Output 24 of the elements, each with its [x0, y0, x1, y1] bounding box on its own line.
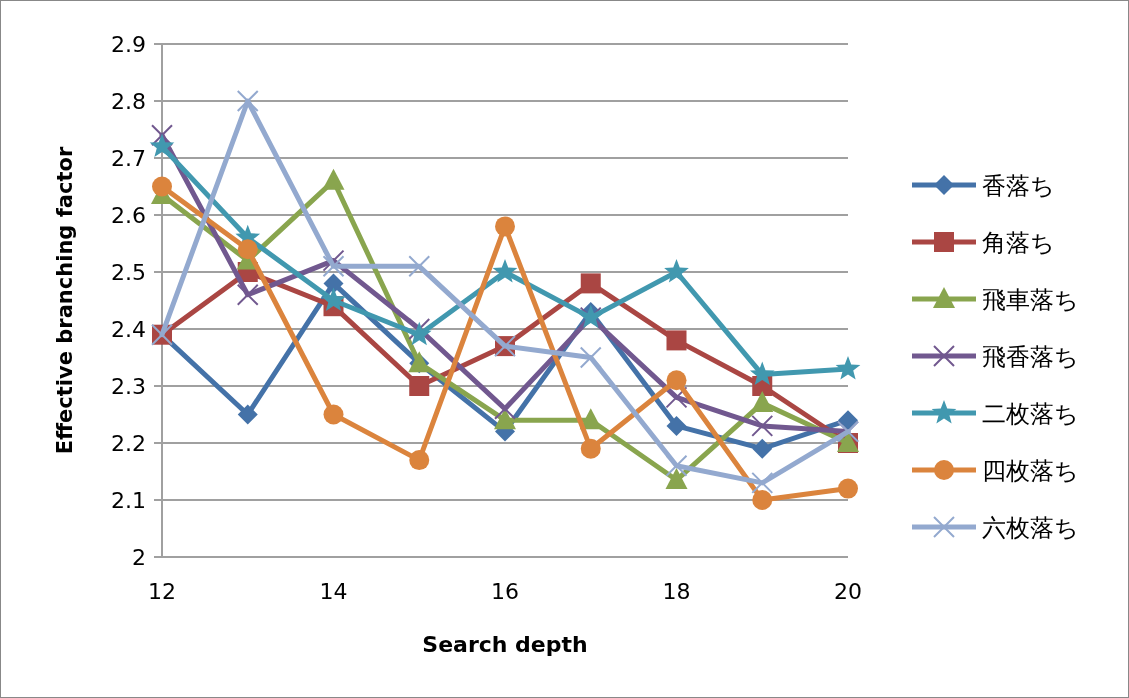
y-tick-label: 2.4	[111, 317, 146, 342]
x-axis-title: Search depth	[422, 632, 588, 657]
legend-label: 飛車落ち	[982, 286, 1079, 314]
legend-label: 香落ち	[982, 172, 1055, 200]
y-tick-label: 2.8	[111, 89, 146, 114]
legend-label: 角落ち	[982, 229, 1055, 257]
legend-label: 六枚落ち	[982, 514, 1079, 542]
x-tick-label: 20	[834, 579, 862, 604]
y-tick-label: 2	[132, 545, 146, 570]
y-tick-label: 2.5	[111, 260, 146, 285]
y-tick-label: 2.7	[111, 146, 146, 171]
y-tick-label: 2.1	[111, 488, 146, 513]
x-tick-label: 18	[662, 579, 691, 604]
y-tick-label: 2.3	[111, 374, 146, 399]
y-tick-label: 2.2	[111, 431, 146, 456]
legend-label: 飛香落ち	[982, 343, 1079, 371]
y-tick-label: 2.6	[111, 203, 146, 228]
x-tick-label: 12	[148, 579, 176, 604]
y-axis-title: Effective branching factor	[53, 146, 77, 455]
y-tick-label: 2.9	[111, 32, 146, 57]
legend-label: 四枚落ち	[982, 457, 1079, 485]
x-tick-label: 16	[491, 579, 519, 604]
x-tick-label: 14	[319, 579, 348, 604]
legend-label: 二枚落ち	[982, 400, 1079, 428]
